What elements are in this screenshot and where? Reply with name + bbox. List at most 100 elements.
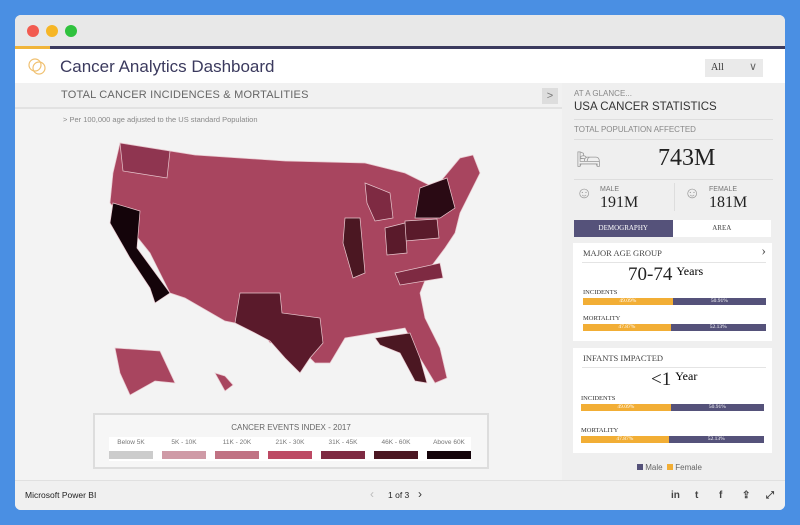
linkedin-icon[interactable]: in: [671, 490, 680, 501]
incidents-bar: 49.09% 50.91%: [583, 298, 766, 305]
legend-label: 46K - 60K: [381, 439, 411, 446]
female-share: 49.09%: [583, 298, 673, 305]
legend-item: 11K - 20K: [215, 439, 259, 459]
maximize-button[interactable]: [65, 25, 77, 37]
filter-value: All: [711, 62, 724, 73]
next-page-button[interactable]: ›: [418, 487, 422, 501]
state-michigan: [364, 182, 394, 222]
infant-unit: Year: [675, 369, 698, 383]
title-bar: [15, 15, 785, 46]
legend-label: 5K - 10K: [171, 439, 197, 446]
incidents-label: INCIDENTS: [581, 395, 616, 402]
close-button[interactable]: [27, 25, 39, 37]
legend-swatch: [215, 451, 259, 459]
legend-female: Female: [675, 463, 702, 472]
legend-swatch: [162, 451, 206, 459]
tab-area[interactable]: AREA: [672, 220, 771, 237]
state-alaska: [114, 347, 176, 396]
chevron-right-icon[interactable]: >: [542, 88, 558, 104]
male-share: 50.91%: [670, 404, 764, 411]
legend-item: Above 60K: [427, 439, 471, 459]
prev-page-button[interactable]: ‹: [370, 487, 374, 501]
legend-item: 5K - 10K: [162, 439, 206, 459]
incidents-bar: 49.09% 50.91%: [581, 404, 764, 411]
panel-title: TOTAL CANCER INCIDENCES & MORTALITIES: [61, 89, 309, 101]
legend-title: CANCER EVENTS INDEX - 2017: [231, 423, 351, 432]
mortality-bar: 47.87% 52.13%: [583, 324, 766, 331]
card-title: MAJOR AGE GROUP: [583, 248, 662, 258]
incidents-label: INCIDENTS: [583, 289, 618, 296]
age-unit: Years: [676, 264, 704, 278]
map-subtitle: > Per 100,000 age adjusted to the US sta…: [63, 115, 258, 124]
legend-item: 46K - 60K: [374, 439, 418, 459]
female-icon: ☺: [684, 185, 701, 202]
legend-item: 31K - 45K: [321, 439, 365, 459]
app-window: Cancer Analytics Dashboard All ∨ TOTAL CA…: [15, 15, 785, 510]
state-california: [109, 202, 171, 304]
page-indicator: 1 of 3: [388, 490, 410, 500]
mortality-label: MORTALITY: [583, 315, 621, 322]
state-hawaii: [214, 372, 234, 392]
legend-label: 11K - 20K: [222, 439, 252, 446]
stats-title: USA CANCER STATISTICS: [574, 101, 717, 113]
age-value: 70-74: [628, 264, 673, 285]
map-panel: TOTAL CANCER INCIDENCES & MORTALITIES > >…: [15, 83, 562, 480]
legend-male: Male: [645, 463, 663, 472]
legend-item: 21K - 30K: [268, 439, 312, 459]
female-label: FEMALE: [709, 186, 738, 193]
total-label: TOTAL POPULATION AFFECTED: [574, 125, 696, 134]
male-share: 52.13%: [668, 436, 764, 443]
state-florida: [374, 332, 428, 384]
infants-card: INFANTS IMPACTED <1 Year INCIDENTS 49.09…: [573, 348, 772, 453]
state-new-york: [414, 177, 456, 219]
male-icon: ☺: [576, 185, 593, 202]
male-share: 50.91%: [672, 298, 766, 305]
state-north-carolina: [394, 262, 444, 286]
stats-panel: AT A GLANCE... USA CANCER STATISTICS TOT…: [562, 83, 785, 480]
expand-icon[interactable]: ⤢: [766, 490, 774, 501]
facebook-icon[interactable]: f: [719, 490, 723, 501]
total-value: 743M: [658, 145, 716, 171]
legend-label: 21K - 30K: [275, 439, 305, 446]
mortality-bar: 47.87% 52.13%: [581, 436, 764, 443]
legend-item: Below 5K: [109, 439, 153, 459]
state-washington: [119, 142, 171, 179]
male-label: MALE: [600, 186, 620, 193]
map-legend: CANCER EVENTS INDEX - 2017 Below 5K 5K - …: [93, 413, 489, 469]
kicker: AT A GLANCE...: [574, 89, 632, 98]
legend-swatch: [427, 451, 471, 459]
legend-swatch: [374, 451, 418, 459]
brand: Microsoft Power BI: [25, 490, 97, 500]
gender-legend: Male Female: [637, 463, 702, 472]
state-ohio: [384, 222, 408, 256]
infant-value: <1: [651, 369, 672, 390]
legend-label: 31K - 45K: [328, 439, 358, 446]
legend-label: Below 5K: [117, 439, 145, 446]
card-title: INFANTS IMPACTED: [583, 353, 664, 363]
male-share: 52.13%: [670, 324, 766, 331]
chevron-right-icon[interactable]: ›: [761, 244, 766, 259]
legend-label: Above 60K: [433, 439, 465, 446]
accent-bar: [15, 46, 785, 49]
footer: Microsoft Power BI ‹ 1 of 3 › in t f ⇪ ⤢: [15, 480, 785, 510]
chevron-down-icon: ∨: [748, 61, 757, 73]
male-value: 191M: [600, 194, 639, 211]
twitter-icon[interactable]: t: [695, 490, 699, 501]
state-texas: [234, 292, 324, 374]
state-illinois: [342, 217, 366, 279]
share-icon[interactable]: ⇪: [742, 490, 751, 501]
mortality-label: MORTALITY: [581, 427, 619, 434]
age-group-card: MAJOR AGE GROUP › 70-74 Years INCIDENTS …: [573, 243, 772, 341]
legend-swatch: [321, 451, 365, 459]
hospital-bed-icon: 🛏: [576, 149, 602, 171]
state-pennsylvania: [404, 218, 440, 242]
logo-icon: [28, 58, 46, 75]
female-share: 47.87%: [583, 324, 671, 331]
tab-demography[interactable]: DEMOGRAPHY: [574, 220, 673, 237]
minimize-button[interactable]: [46, 25, 58, 37]
header: Cancer Analytics Dashboard All ∨: [15, 49, 785, 83]
female-share: 47.87%: [581, 436, 669, 443]
filter-dropdown[interactable]: All ∨: [705, 59, 763, 77]
us-map[interactable]: [75, 133, 495, 408]
page-title: Cancer Analytics Dashboard: [60, 57, 275, 76]
